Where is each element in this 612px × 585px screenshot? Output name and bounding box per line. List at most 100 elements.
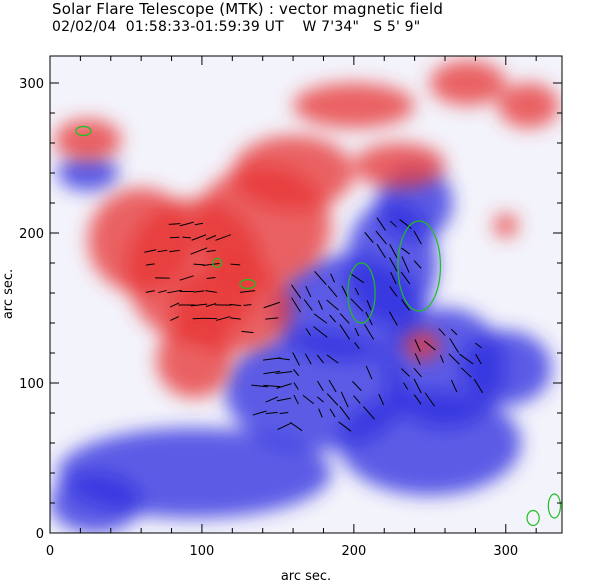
field-vector-104 (375, 230, 387, 245)
field-vector-5 (157, 249, 168, 253)
field-vector-27 (206, 276, 216, 280)
field-vector-55 (289, 421, 303, 432)
field-vector-66 (305, 285, 312, 298)
positive-region-7 (293, 83, 415, 128)
field-vector-41 (251, 384, 269, 388)
field-vector-17 (192, 317, 206, 320)
field-vector-26 (205, 290, 217, 293)
field-vector-61 (291, 284, 302, 299)
field-vector-42 (265, 411, 278, 415)
field-vector-56 (293, 394, 299, 405)
field-vector-58 (293, 368, 300, 377)
field-vector-92 (354, 327, 360, 337)
field-vector-15 (182, 236, 192, 239)
field-vector-76 (326, 393, 339, 406)
field-vector-7 (169, 302, 180, 308)
contour-6 (547, 493, 562, 519)
field-vector-83 (338, 421, 352, 432)
contour-layer (75, 125, 562, 527)
field-vector-80 (326, 299, 339, 311)
chart-title: Solar Flare Telescope (MTK) : vector mag… (52, 0, 444, 18)
field-vector-37 (241, 330, 254, 334)
field-vector-115 (400, 271, 411, 285)
field-vector-9 (169, 249, 180, 253)
field-vector-132 (449, 338, 459, 353)
y-tick-label-1: 100 (19, 377, 44, 392)
field-vector-46 (262, 357, 281, 361)
field-vector-114 (401, 299, 410, 311)
field-vector-35 (229, 303, 242, 307)
positive-polarity-layer (54, 60, 559, 398)
field-vector-48 (263, 301, 281, 309)
field-vector-72 (313, 313, 328, 324)
contour-4 (239, 278, 256, 290)
field-vector-102 (378, 394, 385, 405)
field-vector-11 (168, 223, 181, 225)
field-vector-135 (459, 353, 474, 365)
positive-region-3 (87, 188, 195, 293)
plot-frame (49, 55, 563, 534)
field-vector-18 (190, 303, 208, 307)
contour-0 (347, 262, 376, 324)
field-vector-95 (349, 272, 364, 284)
field-vector-77 (328, 379, 337, 393)
field-vector-73 (317, 300, 323, 310)
field-vector-19 (193, 290, 205, 293)
field-vector-67 (318, 408, 323, 418)
field-vector-2 (144, 249, 157, 253)
observation-time: 01:58:33-01:59:39 UT (125, 19, 284, 35)
field-vector-14 (179, 275, 194, 281)
x-axis-label: arc sec. (281, 569, 331, 584)
field-vector-84 (339, 406, 351, 420)
field-vector-40 (252, 410, 267, 416)
field-vector-75 (329, 408, 336, 418)
positive-region-0 (54, 119, 122, 161)
positive-region-8 (194, 165, 332, 286)
field-vector-20 (193, 263, 205, 266)
field-vector-86 (339, 324, 351, 340)
field-vector-125 (413, 230, 422, 245)
transverse-field-vectors (144, 217, 484, 432)
field-vector-89 (353, 395, 361, 404)
field-vector-133 (450, 328, 458, 336)
field-vector-21 (190, 247, 208, 255)
latitude: S 5' 9" (373, 19, 421, 35)
field-vector-78 (326, 354, 339, 364)
y-tick-label-2: 200 (19, 227, 44, 242)
field-vector-131 (448, 353, 460, 365)
positive-region-6 (429, 60, 506, 106)
negative-region-7 (460, 330, 552, 406)
field-vector-57 (293, 382, 299, 390)
field-vector-39 (239, 290, 256, 293)
field-vector-47 (265, 317, 279, 320)
field-vector-112 (403, 382, 409, 390)
negative-region-9 (50, 473, 142, 533)
field-vector-59 (292, 352, 300, 366)
field-vector-79 (329, 314, 336, 323)
field-vector-126 (424, 392, 435, 407)
field-vector-138 (474, 342, 482, 349)
field-vector-0 (145, 290, 155, 293)
field-vector-123 (414, 339, 421, 352)
field-vector-93 (350, 298, 364, 312)
field-vector-96 (363, 406, 376, 420)
observation-info: 02/02/04 01:58:33-01:59:39 UT W 7'34" S … (52, 19, 420, 35)
field-vector-120 (413, 378, 422, 394)
field-vector-105 (376, 217, 386, 231)
field-vector-63 (304, 353, 312, 365)
field-vector-108 (390, 271, 397, 285)
field-vector-64 (305, 328, 311, 336)
x-tick-label-3: 300 (493, 544, 518, 559)
field-vector-8 (167, 289, 182, 294)
y-tick-label-3: 300 (19, 77, 44, 92)
positive-region-11 (403, 330, 441, 361)
x-tick-label-1: 100 (190, 544, 215, 559)
contour-1 (397, 220, 442, 312)
field-vector-60 (291, 297, 302, 313)
positive-region-12 (493, 213, 518, 238)
contour-5 (526, 509, 540, 527)
field-vector-33 (215, 234, 232, 241)
field-vector-25 (205, 302, 217, 308)
field-vector-128 (439, 354, 444, 364)
